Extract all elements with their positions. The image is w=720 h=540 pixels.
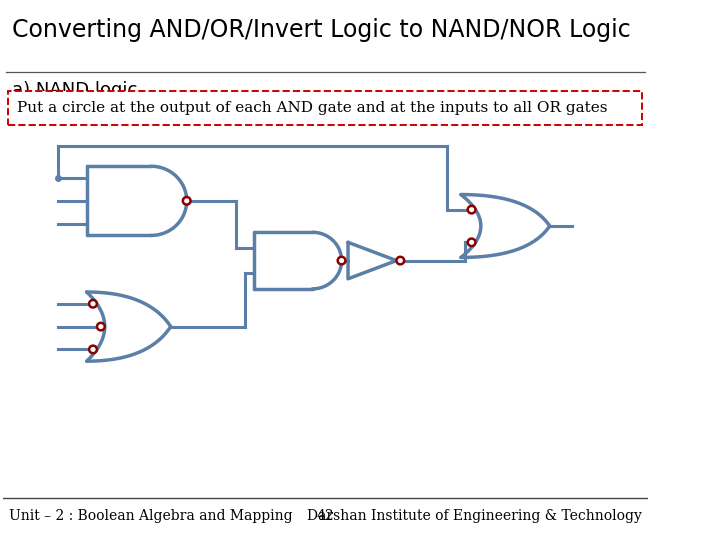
Circle shape	[338, 257, 346, 265]
Text: Converting AND/OR/Invert Logic to NAND/NOR Logic: Converting AND/OR/Invert Logic to NAND/N…	[12, 18, 631, 43]
Text: 42: 42	[317, 509, 334, 523]
Text: Darshan Institute of Engineering & Technology: Darshan Institute of Engineering & Techn…	[307, 509, 642, 523]
FancyBboxPatch shape	[8, 91, 642, 125]
Circle shape	[468, 239, 475, 246]
Text: Unit – 2 : Boolean Algebra and Mapping: Unit – 2 : Boolean Algebra and Mapping	[9, 509, 293, 523]
Circle shape	[468, 206, 475, 213]
Text: Put a circle at the output of each AND gate and at the inputs to all OR gates: Put a circle at the output of each AND g…	[17, 101, 608, 115]
Text: a) NAND logic: a) NAND logic	[12, 82, 138, 99]
Circle shape	[89, 300, 97, 308]
Circle shape	[183, 197, 191, 205]
Circle shape	[97, 323, 104, 330]
Circle shape	[397, 257, 404, 265]
Circle shape	[89, 346, 97, 353]
